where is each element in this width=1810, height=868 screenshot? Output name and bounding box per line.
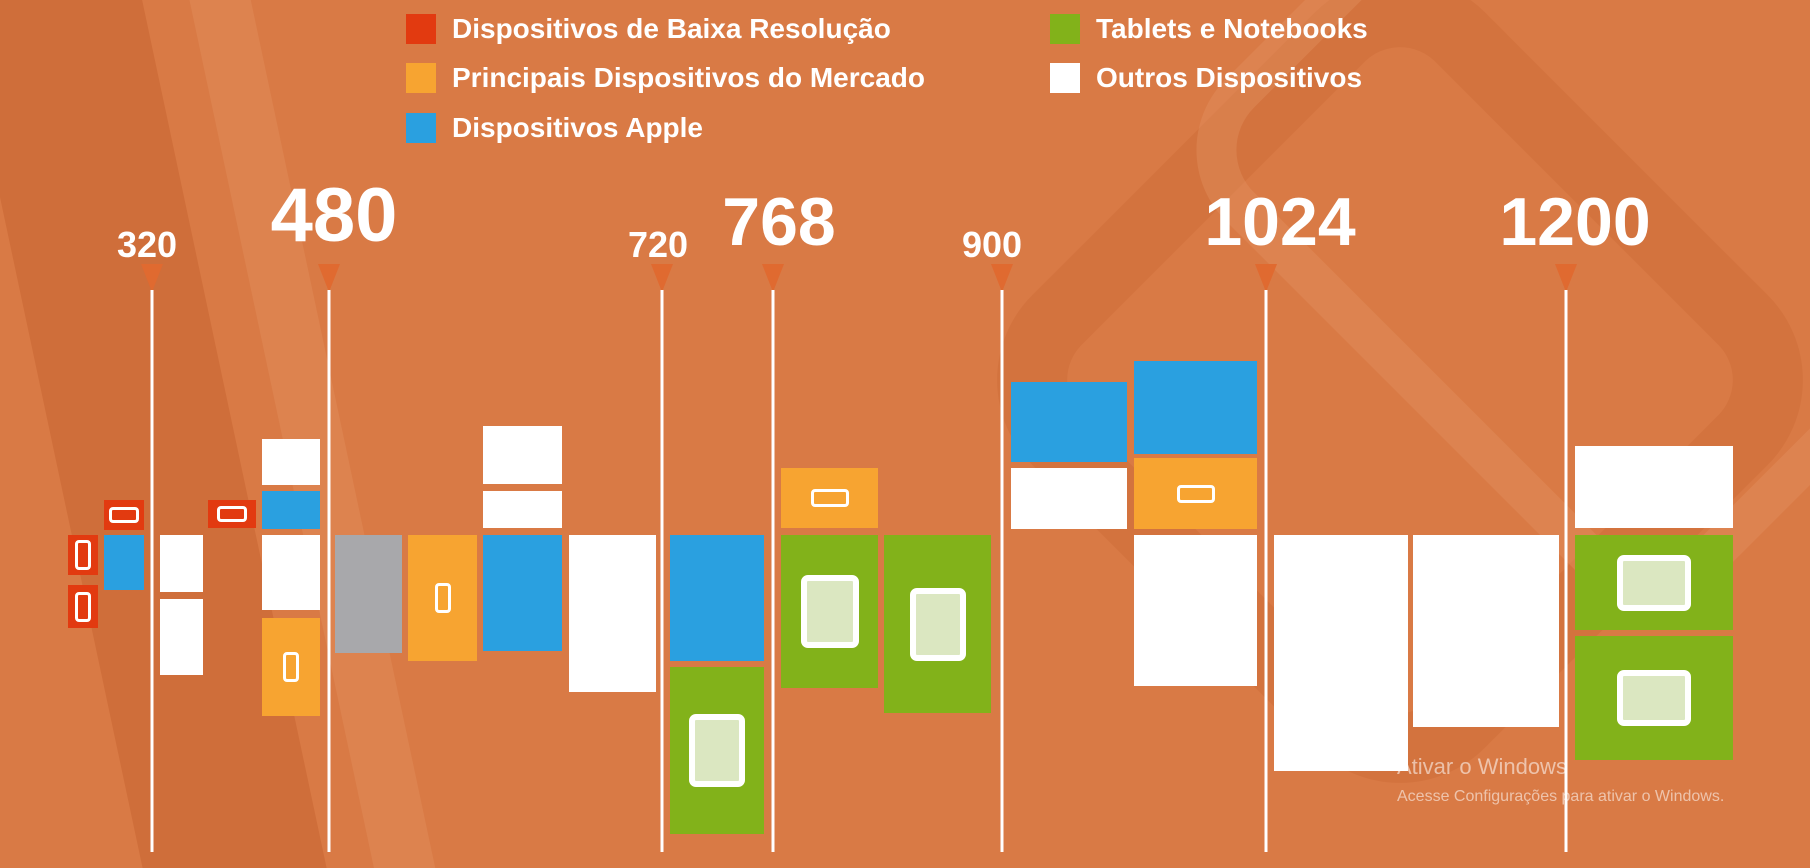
legend-swatch-orange	[406, 63, 436, 93]
activation-watermark-title: Ativar o Windows	[1397, 754, 1567, 779]
tablet-device-block	[1575, 535, 1733, 630]
legend-label: Dispositivos Apple	[452, 112, 704, 143]
breakpoint-marker-900	[991, 264, 1013, 292]
tablet-landscape-icon	[1617, 670, 1691, 726]
legend-label: Principais Dispositivos do Mercado	[452, 62, 926, 93]
tablet-icon	[800, 575, 859, 648]
breakpoint-marker-480	[318, 264, 340, 292]
legend-swatch-red	[406, 14, 436, 44]
breakpoint-marker-720	[651, 264, 673, 292]
breakpoint-line-480	[327, 290, 331, 852]
breakpoint-line-1024	[1264, 290, 1268, 852]
other-device-block	[569, 535, 656, 692]
breakpoint-line-768	[771, 290, 775, 852]
legend-label: Dispositivos de Baixa Resolução	[452, 13, 891, 44]
phone-landscape-icon	[810, 489, 849, 507]
breakpoint-line-1200	[1564, 290, 1568, 852]
phone-icon	[75, 591, 91, 622]
phone-landscape-icon	[1176, 484, 1215, 503]
low-res-device-block	[68, 535, 98, 575]
tablet-landscape-icon	[1617, 554, 1691, 611]
breakpoint-marker-1024	[1255, 264, 1277, 292]
other-device-block	[160, 535, 203, 592]
apple-device-block	[483, 535, 562, 651]
unassigned-device-block	[335, 535, 402, 653]
phone-icon	[75, 540, 91, 570]
main-market-device-block	[262, 618, 320, 716]
breakpoint-marker-768	[762, 264, 784, 292]
legend-label: Outros Dispositivos	[1096, 62, 1363, 93]
phone-icon	[283, 652, 299, 682]
breakpoint-label-1200: 1200	[1499, 184, 1651, 260]
low-res-device-block	[104, 500, 144, 530]
legend-item-others: Outros Dispositivos	[1050, 62, 1362, 94]
low-res-device-block	[208, 500, 256, 528]
phone-icon	[434, 583, 451, 613]
breakpoint-marker-1200	[1555, 264, 1577, 292]
phone-landscape-icon	[217, 506, 247, 522]
breakpoint-label-480: 480	[270, 173, 398, 258]
breakpoint-label-320: 320	[116, 224, 178, 265]
activation-watermark-subtitle: Acesse Configurações para ativar o Windo…	[1397, 788, 1725, 805]
legend-swatch-blue	[406, 113, 436, 143]
other-device-block	[483, 426, 562, 484]
apple-device-block	[670, 535, 764, 661]
low-res-device-block	[68, 585, 98, 628]
legend-item-low-res: Dispositivos de Baixa Resolução	[406, 13, 891, 45]
tablet-device-block	[1575, 636, 1733, 760]
other-device-block	[1011, 468, 1127, 529]
other-device-block	[483, 491, 562, 528]
legend-swatch-white	[1050, 63, 1080, 93]
tablet-icon	[689, 714, 745, 787]
legend-item-tablets: Tablets e Notebooks	[1050, 13, 1368, 45]
breakpoint-line-900	[1000, 290, 1004, 852]
breakpoint-marker-320	[141, 264, 163, 292]
apple-device-block	[104, 535, 144, 590]
breakpoint-label-768: 768	[722, 184, 836, 260]
breakpoint-label-900: 900	[961, 224, 1023, 265]
apple-device-block	[1134, 361, 1257, 454]
main-market-device-block	[1134, 458, 1257, 529]
apple-device-block	[1011, 382, 1127, 462]
breakpoint-label-1024: 1024	[1204, 184, 1356, 260]
breakpoint-line-720	[660, 290, 664, 852]
main-market-device-block	[781, 468, 878, 528]
legend-label: Tablets e Notebooks	[1096, 13, 1368, 44]
breakpoint-label-720: 720	[627, 224, 689, 265]
tablet-device-block	[884, 535, 991, 713]
legend-item-apple: Dispositivos Apple	[406, 112, 703, 144]
apple-device-block	[262, 491, 320, 529]
legend-swatch-green	[1050, 14, 1080, 44]
other-device-block	[160, 599, 203, 675]
other-device-block	[1134, 535, 1257, 686]
tablet-device-block	[781, 535, 878, 688]
other-device-block	[1575, 446, 1733, 528]
other-device-block	[262, 535, 320, 610]
other-device-block	[1413, 535, 1559, 727]
other-device-block	[262, 439, 320, 485]
main-market-device-block	[408, 535, 477, 661]
tablet-device-block	[670, 667, 764, 834]
tablet-icon	[909, 587, 966, 661]
phone-landscape-icon	[109, 507, 139, 523]
legend-item-main-market: Principais Dispositivos do Mercado	[406, 62, 925, 94]
other-device-block	[1274, 535, 1408, 771]
breakpoint-line-320	[150, 290, 154, 852]
